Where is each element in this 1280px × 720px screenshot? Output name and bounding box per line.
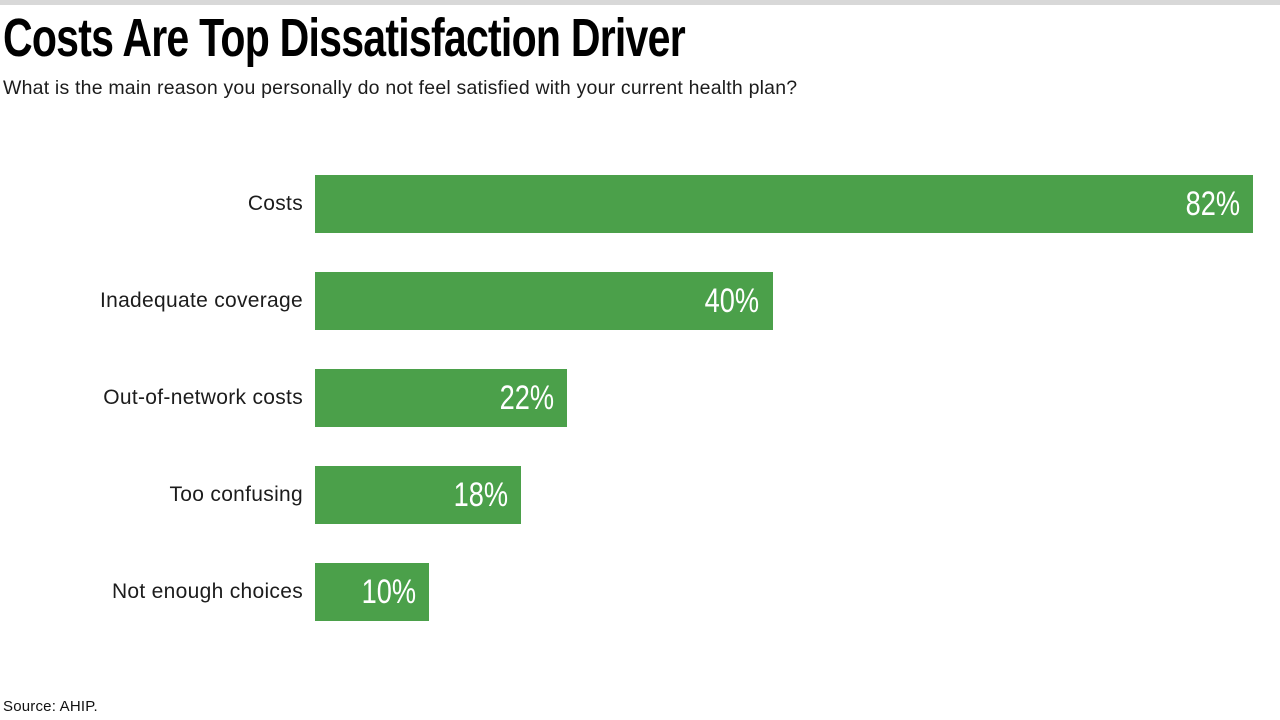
category-label: Costs bbox=[247, 192, 303, 215]
bar-row-too-confusing: Too confusing 18% bbox=[0, 466, 1253, 524]
category-label: Not enough choices bbox=[111, 580, 303, 603]
bar-track: 18% bbox=[315, 466, 1253, 524]
value-label: 82% bbox=[1185, 184, 1240, 223]
chart-subtitle: What is the main reason you personally d… bbox=[3, 77, 798, 99]
bar-costs: 82% bbox=[315, 175, 1253, 233]
bar-row-out-of-network-costs: Out-of-network costs 22% bbox=[0, 369, 1253, 427]
category-label: Too confusing bbox=[169, 483, 303, 506]
value-label: 18% bbox=[453, 475, 508, 514]
value-label: 22% bbox=[499, 378, 554, 417]
bar-row-inadequate-coverage: Inadequate coverage 40% bbox=[0, 272, 1253, 330]
value-label: 40% bbox=[705, 281, 760, 320]
bar-track: 82% bbox=[315, 175, 1253, 233]
bar-too-confusing: 18% bbox=[315, 466, 521, 524]
bar-inadequate-coverage: 40% bbox=[315, 272, 773, 330]
category-label: Out-of-network costs bbox=[103, 386, 303, 409]
bar-not-enough-choices: 10% bbox=[315, 563, 430, 621]
bar-row-not-enough-choices: Not enough choices 10% bbox=[0, 563, 1253, 621]
category-label: Inadequate coverage bbox=[99, 289, 303, 312]
top-strip bbox=[0, 0, 1280, 5]
bar-track: 10% bbox=[315, 563, 1253, 621]
page-title: Costs Are Top Dissatisfaction Driver bbox=[3, 8, 686, 68]
bar-track: 22% bbox=[315, 369, 1253, 427]
source-note: Source: AHIP. bbox=[3, 698, 98, 715]
bar-chart: Costs 82% Inadequate coverage 40% Out-of… bbox=[0, 175, 1253, 621]
value-label: 10% bbox=[361, 572, 417, 611]
bar-track: 40% bbox=[315, 272, 1253, 330]
bar-row-costs: Costs 82% bbox=[0, 175, 1253, 233]
bar-out-of-network-costs: 22% bbox=[315, 369, 567, 427]
